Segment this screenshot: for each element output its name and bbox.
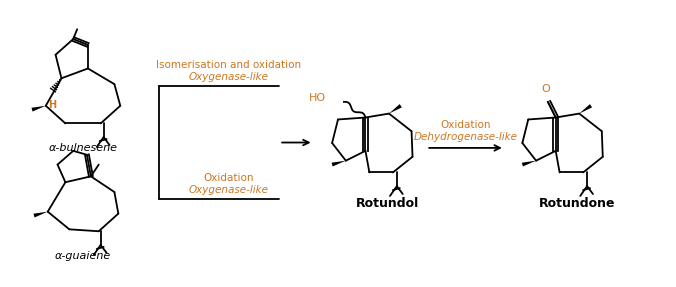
Text: H: H xyxy=(49,100,57,110)
Text: Dehydrogenase-like: Dehydrogenase-like xyxy=(414,132,518,142)
Polygon shape xyxy=(522,161,536,166)
Text: α-bulnesene: α-bulnesene xyxy=(49,143,118,153)
Text: Isomerisation and oxidation: Isomerisation and oxidation xyxy=(156,61,301,70)
Polygon shape xyxy=(331,161,346,166)
Polygon shape xyxy=(32,106,46,112)
Text: O: O xyxy=(541,84,550,94)
Polygon shape xyxy=(33,212,48,218)
Text: Oxidation: Oxidation xyxy=(440,120,491,130)
Text: Rotundol: Rotundol xyxy=(356,197,418,210)
Text: Oxygenase-like: Oxygenase-like xyxy=(189,185,268,195)
Text: Oxygenase-like: Oxygenase-like xyxy=(189,72,268,82)
Text: Oxidation: Oxidation xyxy=(203,173,254,183)
Text: HO: HO xyxy=(309,93,327,103)
Polygon shape xyxy=(389,104,402,114)
Polygon shape xyxy=(579,104,592,114)
Text: α-guaiene: α-guaiene xyxy=(55,251,111,261)
Text: Rotundone: Rotundone xyxy=(539,197,616,210)
